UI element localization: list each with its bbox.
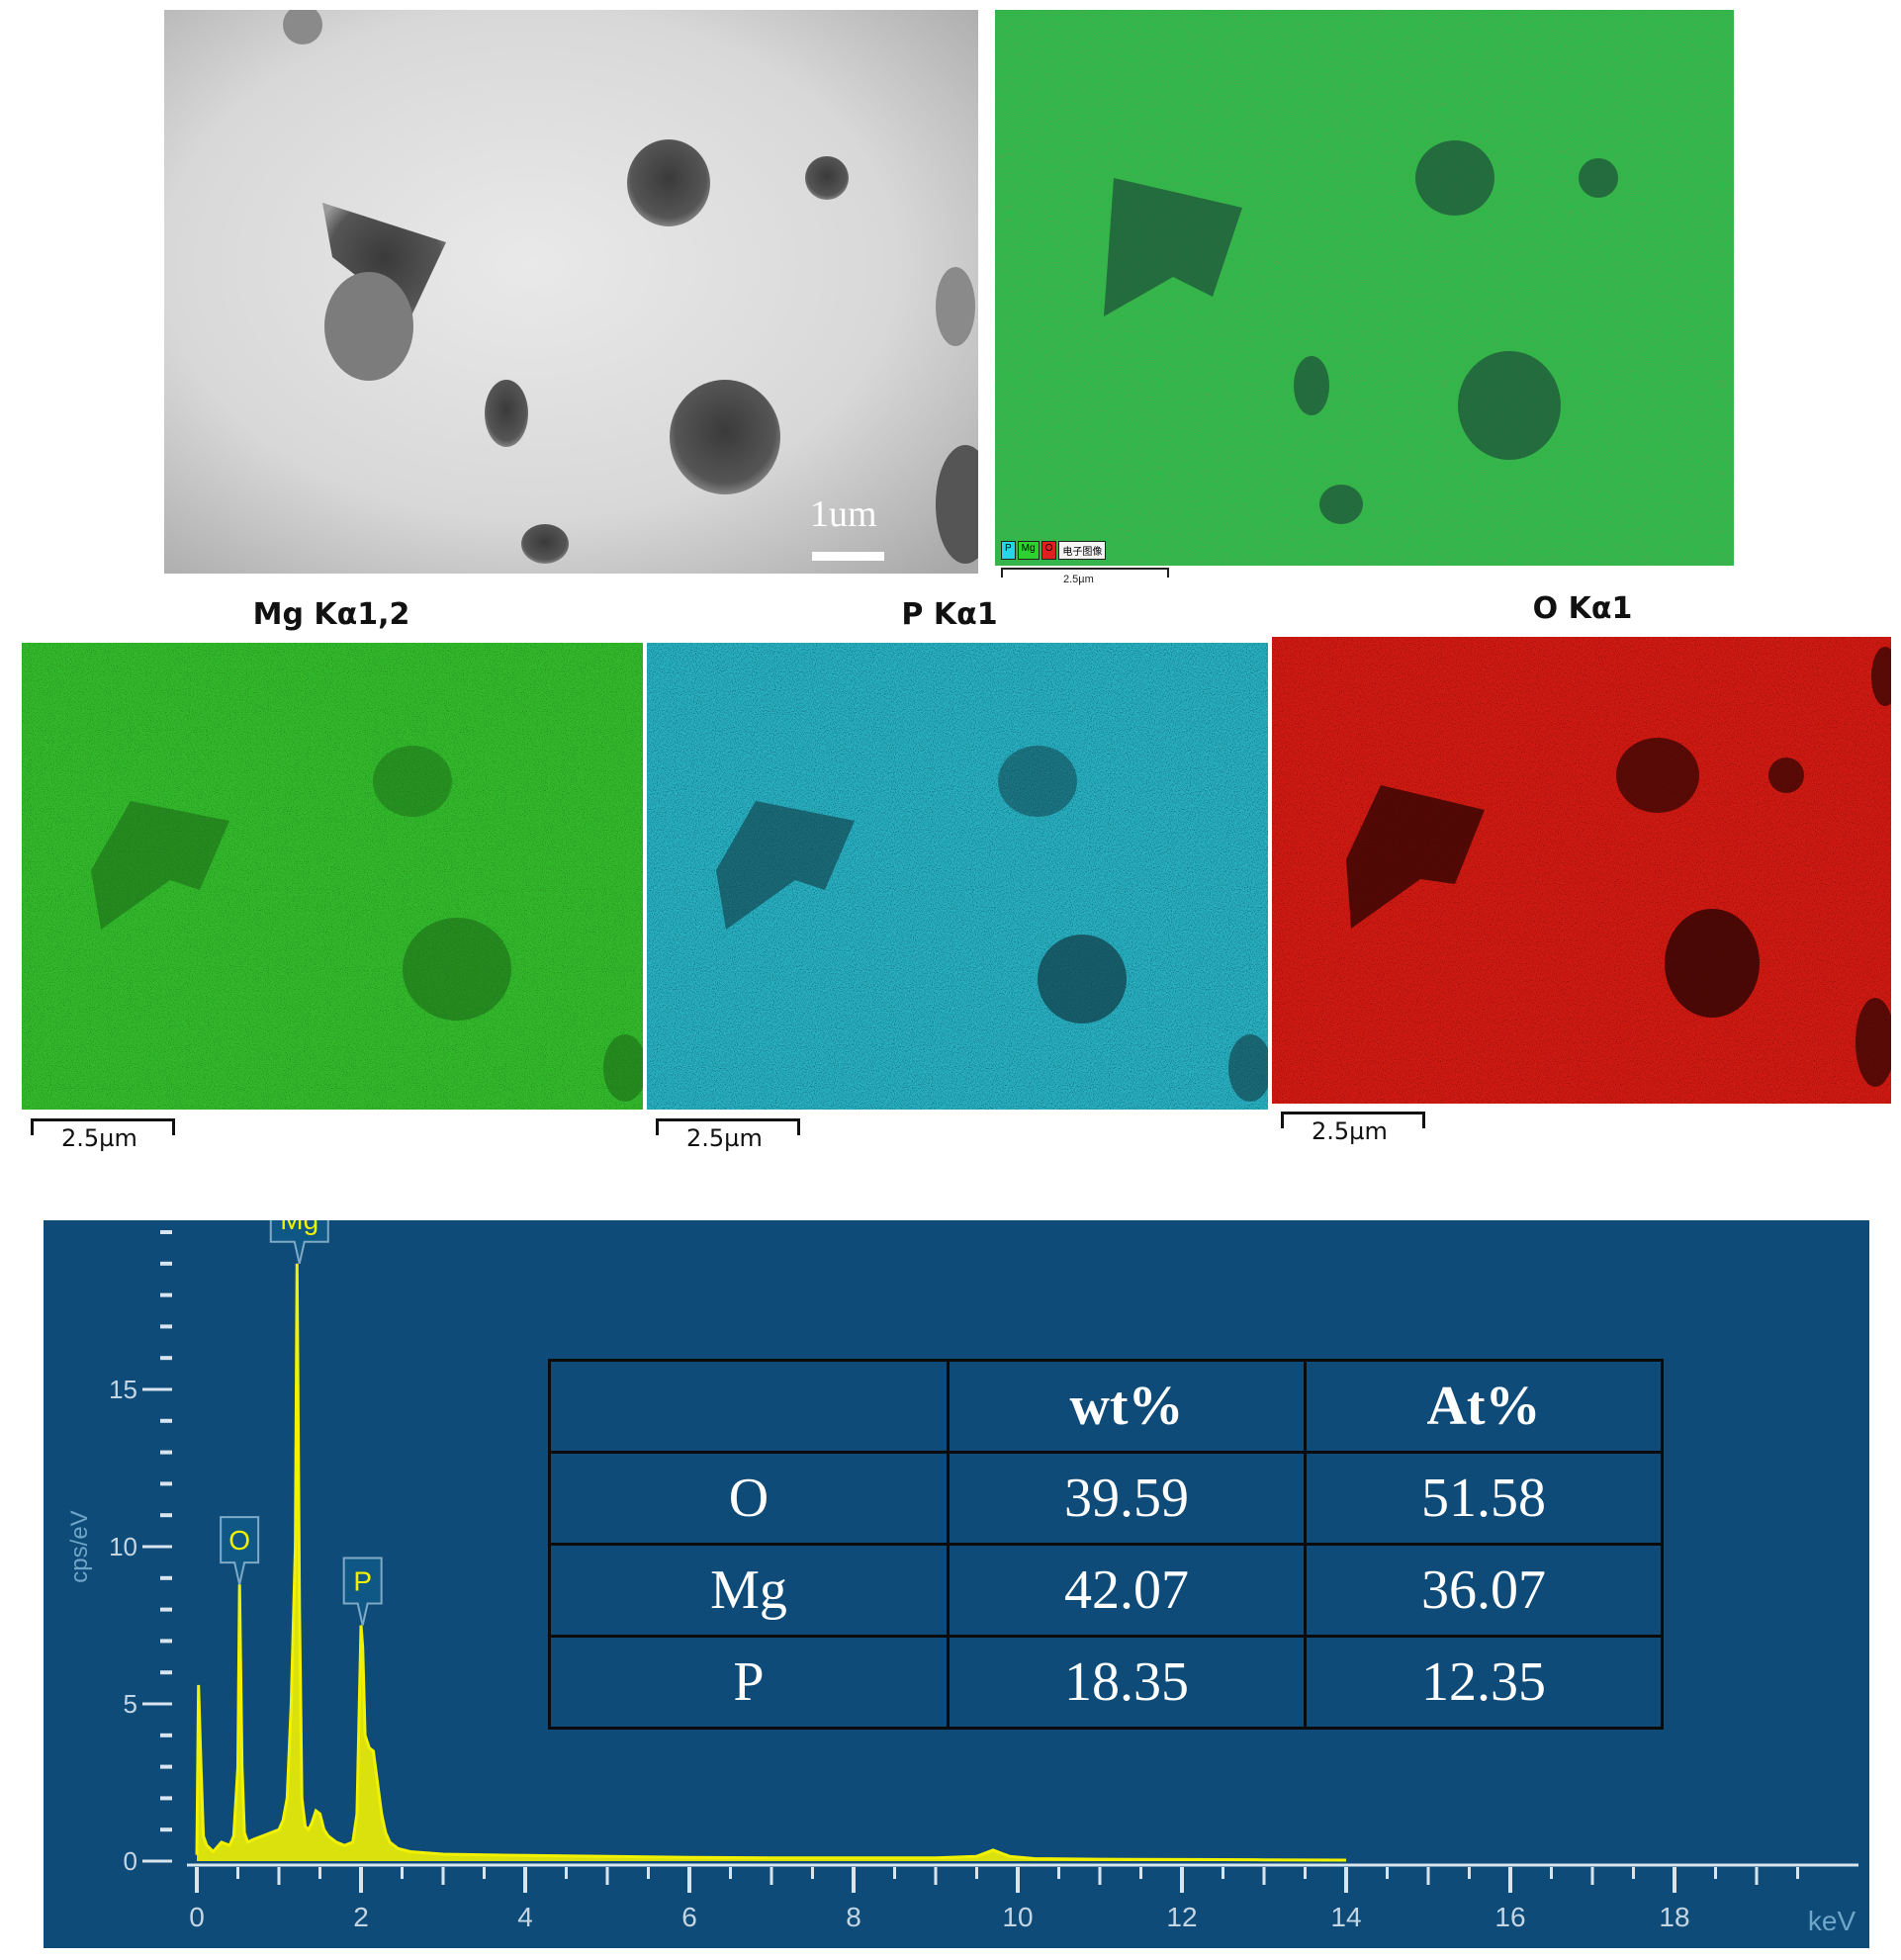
peak-label-text: P [353,1566,372,1597]
mg-map-image [22,643,643,1110]
y-axis-label: cps/eV [66,1510,93,1582]
peak-label-box [342,1557,383,1626]
x-tick-label: 6 [681,1902,697,1932]
peak-label-mg: Mg [269,1220,329,1265]
sem-image: 1um [164,10,978,574]
map-title-mg: Mg Kα1,2 [252,597,410,632]
legend-mg: Mg [1017,541,1040,560]
mg-scale-label: 2.5µm [61,1124,137,1152]
map-title-p: P Kα1 [901,597,998,632]
peak-label-text: Mg [280,1220,318,1235]
y-tick-label: 15 [109,1375,137,1404]
y-tick-label: 10 [109,1532,137,1561]
o-map [1272,637,1891,1104]
sem-micrograph [164,10,978,574]
x-tick-label: 4 [517,1902,533,1932]
p-scale-label: 2.5µm [686,1124,763,1152]
peak-labels: O Mg P [220,1220,383,1626]
overlay-map: P Mg O 电子图像 [995,10,1734,566]
cell-wt: 42.07 [947,1543,1307,1638]
cell-element: Mg [548,1543,950,1638]
header-cell-wt: wt% [947,1359,1307,1454]
p-map-image [647,643,1268,1110]
mg-map [22,643,643,1110]
overlay-scale-bar [1001,568,1169,578]
table-row: P 18.35 12.35 [548,1635,1664,1730]
sem-scale-label: 1um [810,493,877,535]
overlay-legend: P Mg O 电子图像 [1001,541,1107,560]
cell-at: 36.07 [1304,1543,1664,1638]
cell-wt: 39.59 [947,1451,1307,1546]
x-tick-label: 16 [1494,1902,1525,1932]
p-map [647,643,1268,1110]
overlay-map-image [995,10,1734,566]
cell-at: 12.35 [1304,1635,1664,1730]
table-row: Mg 42.07 36.07 [548,1543,1664,1638]
x-axis-label: keV [1808,1906,1856,1936]
cell-element: P [548,1635,950,1730]
header-cell-element [548,1359,950,1454]
x-tick-label: 12 [1166,1902,1197,1932]
cell-at: 51.58 [1304,1451,1664,1546]
x-tick-label: 18 [1659,1902,1689,1932]
p-scale-bar [656,1118,800,1135]
composition-table: wt% At% O 39.59 51.58 Mg 42.07 36.07 P 1… [548,1359,1664,1730]
map-title-o: O Kα1 [1532,591,1633,626]
peak-label-text: O [228,1525,250,1556]
y-tick-label: 0 [124,1846,137,1876]
peak-label-box [220,1516,260,1585]
cell-element: O [548,1451,950,1546]
o-scale-label: 2.5µm [1312,1117,1388,1145]
o-scale-bar [1281,1112,1425,1128]
y-tick-label: 5 [124,1689,137,1719]
table-row: O 39.59 51.58 [548,1451,1664,1546]
legend-o: O [1041,541,1057,560]
x-tick-label: 10 [1002,1902,1033,1932]
cell-wt: 18.35 [947,1635,1307,1730]
peak-label-p: P [342,1557,383,1626]
x-axis: 0 2 4 6 8 10 12 14 16 18 [187,1863,1858,1932]
peak-label-o: O [220,1516,260,1585]
x-tick-label: 14 [1330,1902,1361,1932]
spectrum-line [195,1263,1347,1862]
x-tick-label: 2 [353,1902,369,1932]
mg-scale-bar [31,1118,175,1135]
header-cell-at: At% [1304,1359,1664,1454]
x-tick-label: 0 [189,1902,205,1932]
legend-p: P [1001,541,1016,560]
table-header-row: wt% At% [548,1359,1664,1454]
legend-electron-image: 电子图像 [1058,541,1107,560]
peak-label-box [269,1220,329,1265]
overlay-scale-label: 2.5µm [1063,574,1094,585]
o-map-image [1272,637,1891,1104]
x-tick-label: 8 [846,1902,861,1932]
y-axis: 0 5 10 15 [109,1230,172,1876]
